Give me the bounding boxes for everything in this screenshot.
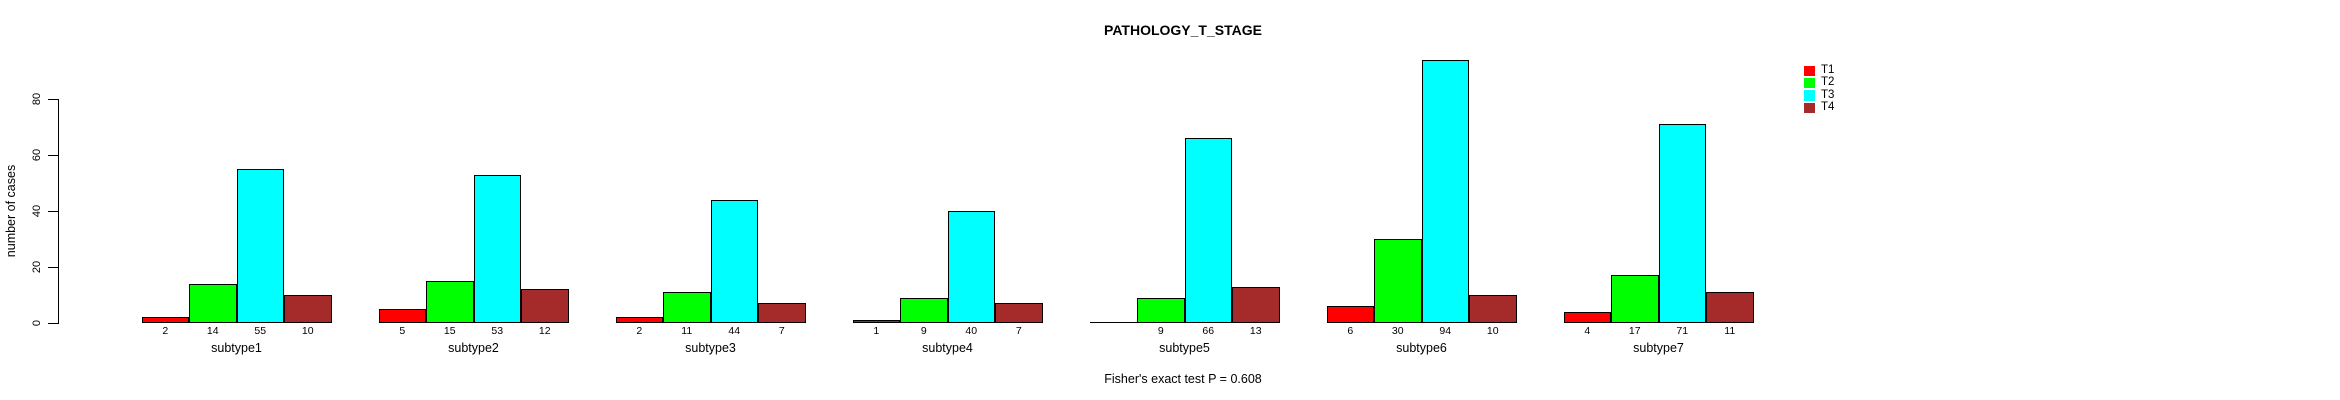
y-axis-tick xyxy=(48,267,58,268)
chart-title: PATHOLOGY_T_STAGE xyxy=(1104,22,1262,38)
bar-count-label: 5 xyxy=(399,325,406,337)
bar-subtype7-T4 xyxy=(1706,292,1754,323)
bar-subtype6-T1 xyxy=(1326,306,1374,323)
legend-swatch-T3 xyxy=(1804,90,1815,101)
y-axis-tick xyxy=(48,323,58,324)
y-axis-tick xyxy=(48,211,58,212)
bar-count-label: 9 xyxy=(1157,325,1164,337)
bar-count-label: 2 xyxy=(636,325,643,337)
y-axis-line xyxy=(58,99,59,324)
bar-subtype2-T3 xyxy=(473,174,521,323)
bar-count-label: 12 xyxy=(538,325,551,337)
bar-count-label: 11 xyxy=(681,325,693,337)
legend-label-T2: T2 xyxy=(1821,76,1835,89)
bar-count-label: 40 xyxy=(965,325,978,337)
bar-subtype2-T2 xyxy=(426,281,474,323)
y-axis-tick-label: 40 xyxy=(31,204,43,218)
y-axis-tick-label: 80 xyxy=(31,92,43,106)
legend-label-T3: T3 xyxy=(1821,88,1835,101)
bar-subtype3-T3 xyxy=(710,199,758,323)
category-label-subtype4: subtype4 xyxy=(922,341,973,355)
bar-subtype1-T2 xyxy=(189,283,237,323)
y-axis-tick-label: 20 xyxy=(31,260,43,274)
bar-subtype4-T4 xyxy=(995,303,1043,323)
category-label-subtype1: subtype1 xyxy=(211,341,262,355)
bar-count-label: 17 xyxy=(1628,325,1641,337)
legend-swatch-T4 xyxy=(1804,102,1815,114)
bar-count-label: 53 xyxy=(491,325,504,337)
bar-subtype7-T1 xyxy=(1563,311,1611,323)
bar-subtype3-T1 xyxy=(615,317,663,323)
legend-swatch-T1 xyxy=(1804,65,1815,76)
bar-count-label: 66 xyxy=(1202,325,1215,337)
fisher-test-annotation: Fisher's exact test P = 0.608 xyxy=(1104,372,1262,386)
y-axis-tick xyxy=(48,99,58,100)
bar-subtype5-T4 xyxy=(1232,286,1280,323)
bar-subtype3-T4 xyxy=(758,303,806,323)
bar-count-label: 7 xyxy=(1015,325,1022,337)
bar-subtype5-T3 xyxy=(1184,138,1232,323)
legend-label-T1: T1 xyxy=(1821,64,1835,76)
bar-subtype6-T2 xyxy=(1374,239,1422,323)
bar-subtype3-T2 xyxy=(663,292,711,323)
category-label-subtype7: subtype7 xyxy=(1633,341,1684,355)
bar-subtype1-T1 xyxy=(141,317,189,323)
bar-count-label: 1 xyxy=(873,325,880,337)
bar-subtype6-T4 xyxy=(1469,295,1517,323)
y-axis-tick-label: 0 xyxy=(31,319,43,327)
legend-label-T4: T4 xyxy=(1821,101,1835,114)
category-label-subtype2: subtype2 xyxy=(448,341,499,355)
bar-count-label: 14 xyxy=(206,325,219,337)
bar-subtype7-T2 xyxy=(1611,275,1659,323)
bar-count-label: 15 xyxy=(443,325,456,337)
bar-count-label: 94 xyxy=(1439,325,1452,337)
bar-subtype5-T2 xyxy=(1137,297,1185,323)
bar-subtype4-T2 xyxy=(900,297,948,323)
bar-count-label: 30 xyxy=(1391,325,1404,337)
bar-count-label: 2 xyxy=(162,325,169,337)
bar-subtype1-T4 xyxy=(284,295,332,323)
bar-subtype6-T3 xyxy=(1421,59,1469,323)
bar-subtype2-T1 xyxy=(378,309,426,323)
bar-count-label: 10 xyxy=(301,325,314,337)
bar-subtype1-T3 xyxy=(236,169,284,323)
bar-subtype5-T1 xyxy=(1089,322,1137,323)
bar-count-label: 71 xyxy=(1676,325,1689,337)
bar-subtype4-T3 xyxy=(947,211,995,323)
category-label-subtype3: subtype3 xyxy=(685,341,736,355)
y-axis-tick xyxy=(48,155,58,156)
bar-count-label: 13 xyxy=(1249,325,1262,337)
bar-subtype2-T4 xyxy=(521,289,569,323)
bar-count-label: 11 xyxy=(1724,325,1736,337)
bar-count-label: 9 xyxy=(920,325,927,337)
y-axis-tick-label: 60 xyxy=(31,148,43,162)
bar-count-label: 4 xyxy=(1584,325,1591,337)
bar-count-label: 10 xyxy=(1486,325,1499,337)
legend-swatch-T2 xyxy=(1804,77,1815,89)
bar-count-label: 55 xyxy=(254,325,267,337)
bar-subtype4-T1 xyxy=(852,320,900,323)
category-label-subtype5: subtype5 xyxy=(1159,341,1210,355)
bar-subtype7-T3 xyxy=(1658,124,1706,323)
bar-count-label: 44 xyxy=(728,325,741,337)
category-label-subtype6: subtype6 xyxy=(1396,341,1447,355)
bar-count-label: 6 xyxy=(1347,325,1354,337)
y-axis-label: number of cases xyxy=(4,164,18,258)
bar-count-label: 7 xyxy=(778,325,785,337)
